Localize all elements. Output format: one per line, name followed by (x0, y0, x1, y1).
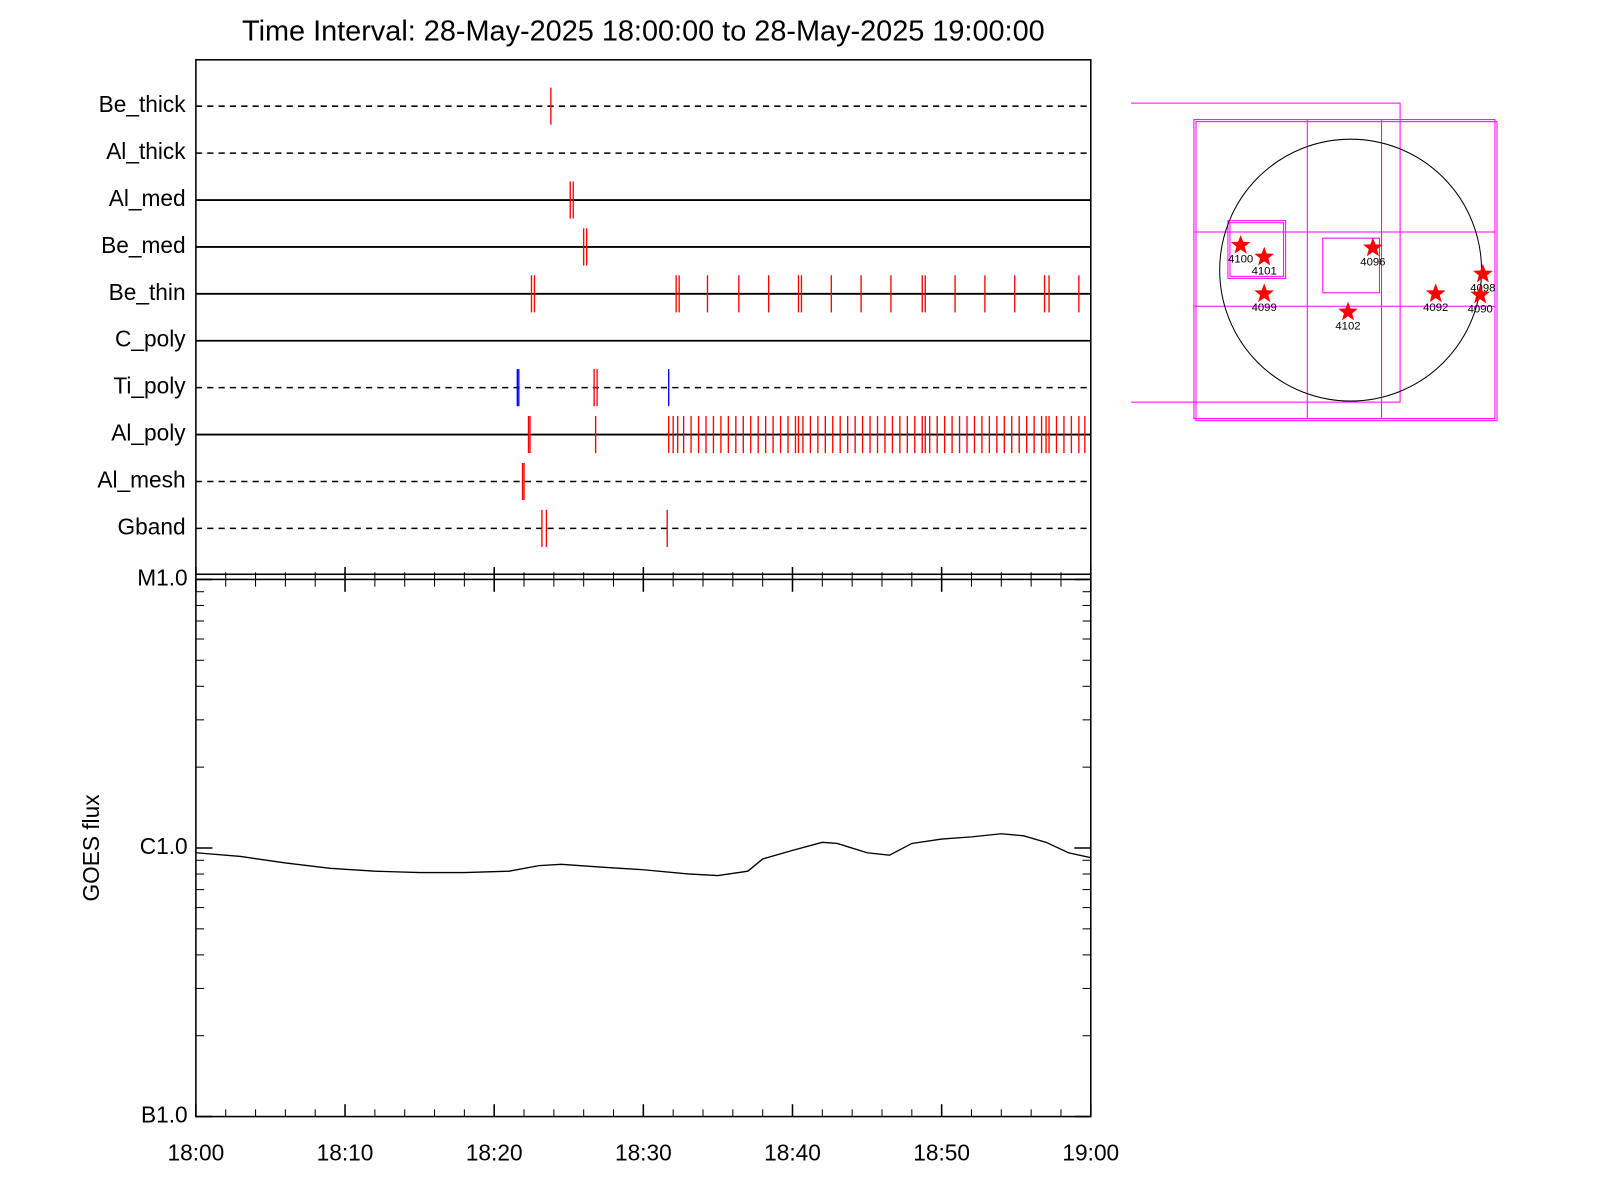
fov-box (1193, 119, 1496, 420)
region-label: 4099 (1252, 302, 1277, 314)
x-tick-label: 18:00 (168, 1140, 225, 1166)
x-tick-label: 18:20 (466, 1140, 523, 1166)
region-label: 4096 (1360, 256, 1385, 268)
row-label: Al_thick (106, 138, 186, 164)
fov-box (1195, 121, 1498, 422)
panel-frame (195, 59, 1092, 576)
fov-box (1131, 102, 1401, 403)
region-label: 4101 (1252, 265, 1277, 277)
y-tick-label: M1.0 (137, 564, 187, 590)
goes-line (195, 833, 1091, 877)
row-label: C_poly (115, 326, 186, 352)
chart-title: Time Interval: 28-May-2025 18:00:00 to 2… (242, 16, 1045, 48)
row-label: Gband (118, 513, 186, 539)
y-tick-label: C1.0 (140, 833, 188, 859)
region-label: 4098 (1470, 282, 1495, 294)
plot-area: Time Interval: 28-May-2025 18:00:00 to 2… (78, 16, 1498, 1166)
fov-box (1322, 237, 1380, 294)
row-label: Be_thin (109, 279, 186, 305)
x-tick-label: 19:00 (1062, 1140, 1119, 1166)
x-tick-label: 18:30 (615, 1140, 672, 1166)
region-star (1338, 301, 1358, 321)
region-label: 4100 (1228, 254, 1253, 266)
row-label: Be_med (101, 232, 185, 258)
x-tick-label: 18:10 (317, 1140, 374, 1166)
row-label: Al_med (109, 185, 186, 211)
region-star (1254, 283, 1275, 303)
x-tick-label: 18:50 (913, 1140, 970, 1166)
row-label: Be_thick (99, 91, 187, 117)
region-star (1254, 246, 1275, 266)
region-star (1363, 237, 1383, 257)
region-label: 4092 (1423, 302, 1448, 314)
row-label: Ti_poly (113, 373, 186, 399)
y-axis-label: GOES flux (78, 794, 104, 902)
region-boxes (1131, 102, 1498, 422)
row-label: Al_poly (111, 420, 186, 446)
region-label: 4090 (1468, 303, 1493, 315)
panel-frame (195, 578, 1092, 1118)
x-tick-label: 18:40 (764, 1140, 821, 1166)
fov-box (1229, 222, 1285, 277)
row-label: Al_mesh (97, 466, 185, 492)
region-label: 4102 (1335, 320, 1360, 332)
region-star (1473, 263, 1493, 283)
region-star (1230, 234, 1251, 254)
region-star (1425, 283, 1446, 303)
y-tick-label: B1.0 (141, 1102, 188, 1128)
region-star (1470, 284, 1491, 304)
fov-box (1227, 220, 1287, 279)
